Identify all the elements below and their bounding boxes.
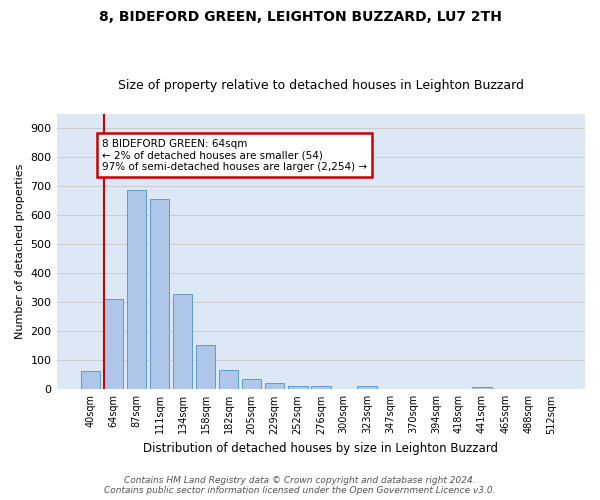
Bar xyxy=(196,346,215,390)
Y-axis label: Number of detached properties: Number of detached properties xyxy=(15,164,25,340)
Bar xyxy=(265,383,284,390)
Text: Contains HM Land Registry data © Crown copyright and database right 2024.
Contai: Contains HM Land Registry data © Crown c… xyxy=(104,476,496,495)
Bar xyxy=(242,379,262,390)
Text: 8 BIDEFORD GREEN: 64sqm
← 2% of detached houses are smaller (54)
97% of semi-det: 8 BIDEFORD GREEN: 64sqm ← 2% of detached… xyxy=(102,138,367,172)
X-axis label: Distribution of detached houses by size in Leighton Buzzard: Distribution of detached houses by size … xyxy=(143,442,498,455)
Bar xyxy=(127,190,146,390)
Bar xyxy=(173,294,193,390)
Bar xyxy=(288,386,308,390)
Text: 8, BIDEFORD GREEN, LEIGHTON BUZZARD, LU7 2TH: 8, BIDEFORD GREEN, LEIGHTON BUZZARD, LU7… xyxy=(98,10,502,24)
Title: Size of property relative to detached houses in Leighton Buzzard: Size of property relative to detached ho… xyxy=(118,79,524,92)
Bar xyxy=(80,371,100,390)
Bar xyxy=(219,370,238,390)
Bar xyxy=(311,386,331,390)
Bar xyxy=(357,386,377,390)
Bar xyxy=(104,300,123,390)
Bar xyxy=(472,387,492,390)
Bar xyxy=(149,200,169,390)
